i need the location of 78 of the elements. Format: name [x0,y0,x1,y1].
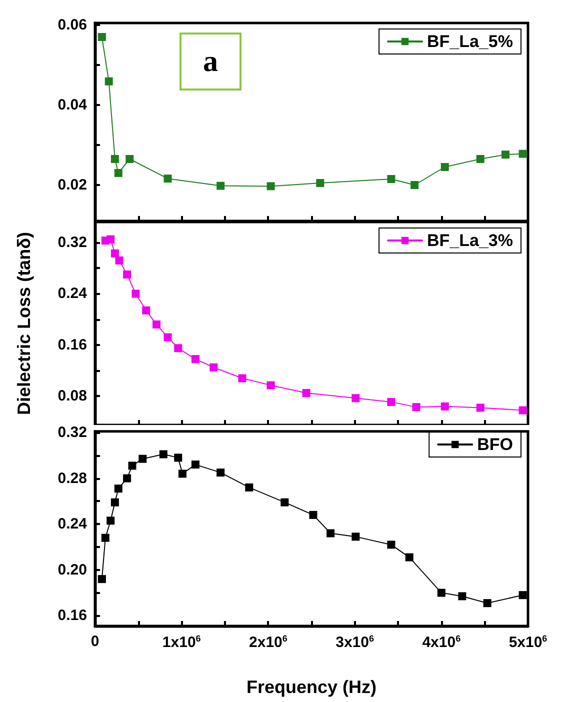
point [440,163,449,171]
point [114,169,122,177]
point [110,155,119,163]
point [309,510,318,519]
x-tick-label: 0 [90,633,100,650]
point [210,363,218,372]
point [405,553,414,562]
point [412,403,420,412]
point [191,355,200,364]
point [410,181,419,189]
point [138,454,147,463]
y-tick-label: 0.24 [58,285,88,302]
point [280,498,289,506]
point [501,150,510,159]
point [164,174,172,183]
legend-label: BF_La_5% [427,32,514,51]
point [440,402,449,410]
point [98,575,106,584]
point [152,320,160,328]
point [518,150,527,158]
point [123,270,132,279]
y-axis-title: Dielectric Loss (tanδ) [14,232,34,415]
point [352,394,360,402]
point [132,290,140,298]
point [518,406,527,414]
point [142,306,150,314]
legend-label: BFO [477,435,514,454]
point [316,179,324,187]
y-tick-label: 0.06 [58,16,87,34]
y-tick-label: 0.32 [58,424,87,441]
y-tick-label: 0.02 [58,176,87,194]
legend-label: BF_La_3% [427,231,514,250]
point [387,175,396,183]
point [266,182,275,190]
point [387,540,396,549]
point [126,155,134,163]
point [266,381,275,390]
point [110,249,119,258]
y-tick-label: 0.32 [58,234,87,251]
point [387,398,396,406]
point [174,454,182,462]
point [159,450,168,458]
point [104,77,113,86]
annotation: a [203,45,218,78]
point [128,462,136,470]
point [98,33,106,41]
point [191,460,200,469]
point [238,374,246,382]
y-tick-label: 0.16 [58,607,87,624]
point [518,591,527,600]
point [123,474,132,482]
y-tick-label: 0.20 [58,561,87,578]
point [476,155,484,163]
point [174,344,182,352]
point [178,470,186,478]
point [302,388,310,397]
point [245,483,254,492]
point [483,599,492,608]
y-tick-label: 0.04 [58,96,88,114]
y-tick-label: 0.16 [58,336,87,354]
point [164,333,172,342]
point [115,256,124,264]
y-tick-label: 0.08 [58,388,87,405]
y-tick-label: 0.24 [58,516,88,533]
y-tick-label: 0.28 [58,470,87,487]
point [458,592,466,600]
x-axis-title: Frequency (Hz) [246,677,377,697]
point [106,235,115,244]
point [216,468,225,477]
point [437,588,446,597]
point [106,516,115,525]
point [326,529,335,538]
point [101,534,110,542]
point [216,182,225,190]
point [476,404,484,412]
point [110,498,119,506]
point [352,532,360,541]
point [114,484,122,493]
